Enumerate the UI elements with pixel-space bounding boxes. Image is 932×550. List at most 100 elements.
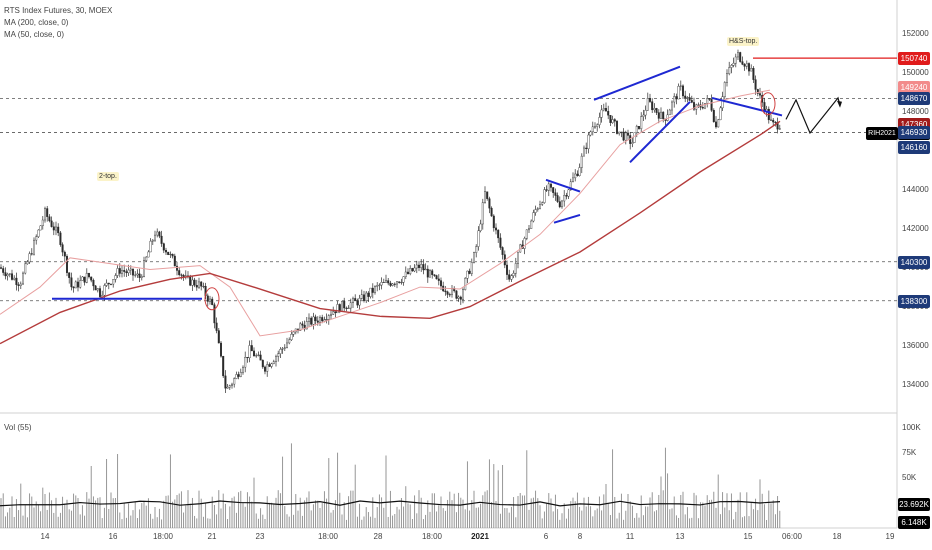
time-axis-label: 28 [373, 532, 383, 541]
candle-body [688, 97, 691, 101]
candle-body [202, 285, 205, 287]
candle-body [79, 280, 82, 288]
candle-body [279, 349, 282, 354]
candle-body [642, 114, 645, 117]
candle-body [367, 292, 370, 297]
candle-body [512, 272, 515, 276]
time-axis-label: 6 [543, 532, 549, 541]
candle-body [719, 107, 722, 121]
candle-body [118, 268, 121, 274]
candle-body [594, 126, 597, 128]
candle-body [732, 62, 735, 66]
candle-body [741, 61, 744, 65]
candle-body [28, 253, 31, 263]
candle-body [116, 268, 119, 276]
candle-body [41, 219, 44, 227]
candle-body [308, 317, 311, 322]
two-top-annotation[interactable]: 2-top. [97, 172, 119, 181]
candle-body [545, 189, 548, 191]
time-axis-label: 06:00 [781, 532, 803, 541]
price-axis-label: 142000 [902, 223, 929, 233]
candle-body [671, 101, 674, 111]
candle-body [468, 270, 471, 274]
candle-body [37, 229, 40, 237]
candle-body [378, 284, 381, 286]
candle-body [46, 208, 49, 217]
candle-body [131, 268, 134, 276]
candle-body [525, 229, 528, 239]
time-axis-label: 19 [885, 532, 895, 541]
candle-body [266, 364, 269, 372]
candle-body [200, 281, 203, 287]
candle-body [270, 363, 273, 367]
candle-body [6, 274, 9, 277]
candle-body [492, 215, 495, 229]
candle-body [109, 283, 112, 285]
candle-body [70, 277, 73, 288]
candle-body [244, 356, 247, 368]
candle-body [530, 220, 533, 229]
candle-body [39, 225, 42, 231]
candle-body [140, 276, 143, 278]
candle-body [151, 239, 154, 242]
candle-body [675, 96, 678, 100]
candle-body [343, 300, 346, 309]
candle-body [453, 288, 456, 292]
candle-body [613, 119, 616, 122]
price-axis-label: 136000 [902, 340, 929, 350]
candle-body [319, 317, 322, 323]
candle-body [147, 251, 150, 258]
candle-body [774, 121, 777, 123]
candle-body [723, 82, 726, 97]
candle-body [369, 287, 372, 297]
time-axis-label: 23 [255, 532, 265, 541]
candle-body [255, 355, 258, 357]
candle-body [354, 298, 357, 301]
price-badge-150740: 150740 [898, 52, 930, 66]
candle-body [385, 280, 388, 283]
candle-body [217, 330, 220, 344]
candle-body [574, 173, 577, 179]
candle-body [618, 131, 621, 134]
candle-body [431, 270, 434, 275]
candle-body [277, 353, 280, 357]
candle-body [83, 276, 86, 283]
candle-body [565, 195, 568, 197]
chart-legend: RTS Index Futures, 30, MOEX MA (200, clo… [4, 5, 112, 41]
candle-body [52, 226, 55, 231]
candle-body [602, 108, 605, 111]
candle-body [120, 270, 123, 274]
candle-body [330, 314, 333, 316]
candle-body [10, 273, 13, 280]
candle-body [701, 107, 704, 109]
candle-body [68, 272, 71, 278]
candle-body [649, 98, 652, 102]
candle-body [153, 234, 156, 241]
candle-body [0, 267, 2, 269]
price-axis-label: 134000 [902, 379, 929, 389]
candle-body [57, 226, 60, 234]
highlight-circle-0 [204, 287, 220, 311]
candle-body [22, 272, 25, 285]
candle-body [325, 319, 328, 321]
candle-body [424, 268, 427, 271]
candle-body [72, 286, 75, 289]
candle-body [219, 342, 222, 357]
candle-body [605, 108, 608, 112]
volume-ma-line [0, 500, 781, 507]
candle-body [321, 317, 324, 322]
hs-top-annotation[interactable]: H&S-top. [727, 37, 760, 46]
candle-body [470, 262, 473, 274]
price-badge-149240: 149240 [898, 81, 930, 95]
candle-body [189, 275, 192, 286]
candle-body [583, 147, 586, 157]
candle-body [26, 261, 29, 265]
candle-body [631, 142, 634, 144]
candle-body [508, 274, 511, 280]
candle-body [690, 100, 693, 103]
candle-body [246, 356, 249, 359]
candle-body [697, 104, 700, 106]
time-axis-label: 18 [832, 532, 842, 541]
candle-body [363, 294, 366, 301]
